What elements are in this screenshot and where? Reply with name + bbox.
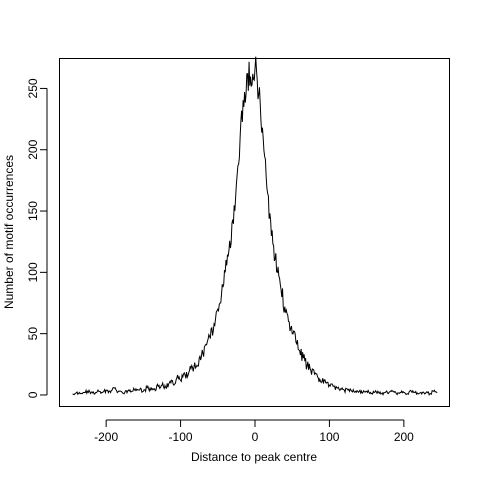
x-tick-label: -200: [94, 430, 118, 444]
y-tick-label: 50: [26, 327, 40, 341]
x-axis-label: Distance to peak centre: [191, 450, 317, 464]
plot-frame: [59, 58, 450, 407]
x-axis: -200 -100 0 100 200: [94, 419, 414, 444]
x-tick-label: 200: [394, 430, 414, 444]
x-tick-label: -100: [169, 430, 193, 444]
x-tick-label: 100: [319, 430, 339, 444]
y-tick-label: 150: [26, 201, 40, 221]
y-tick-label: 200: [26, 139, 40, 159]
y-tick-label: 250: [26, 78, 40, 98]
y-axis-label: Number of motif occurrences: [2, 155, 16, 309]
y-axis: 0 50 100 150 200 250: [26, 78, 48, 398]
y-tick-label: 100: [26, 262, 40, 282]
series-line: [72, 56, 438, 397]
y-tick-label: 0: [26, 391, 40, 398]
x-tick-label: 0: [252, 430, 259, 444]
